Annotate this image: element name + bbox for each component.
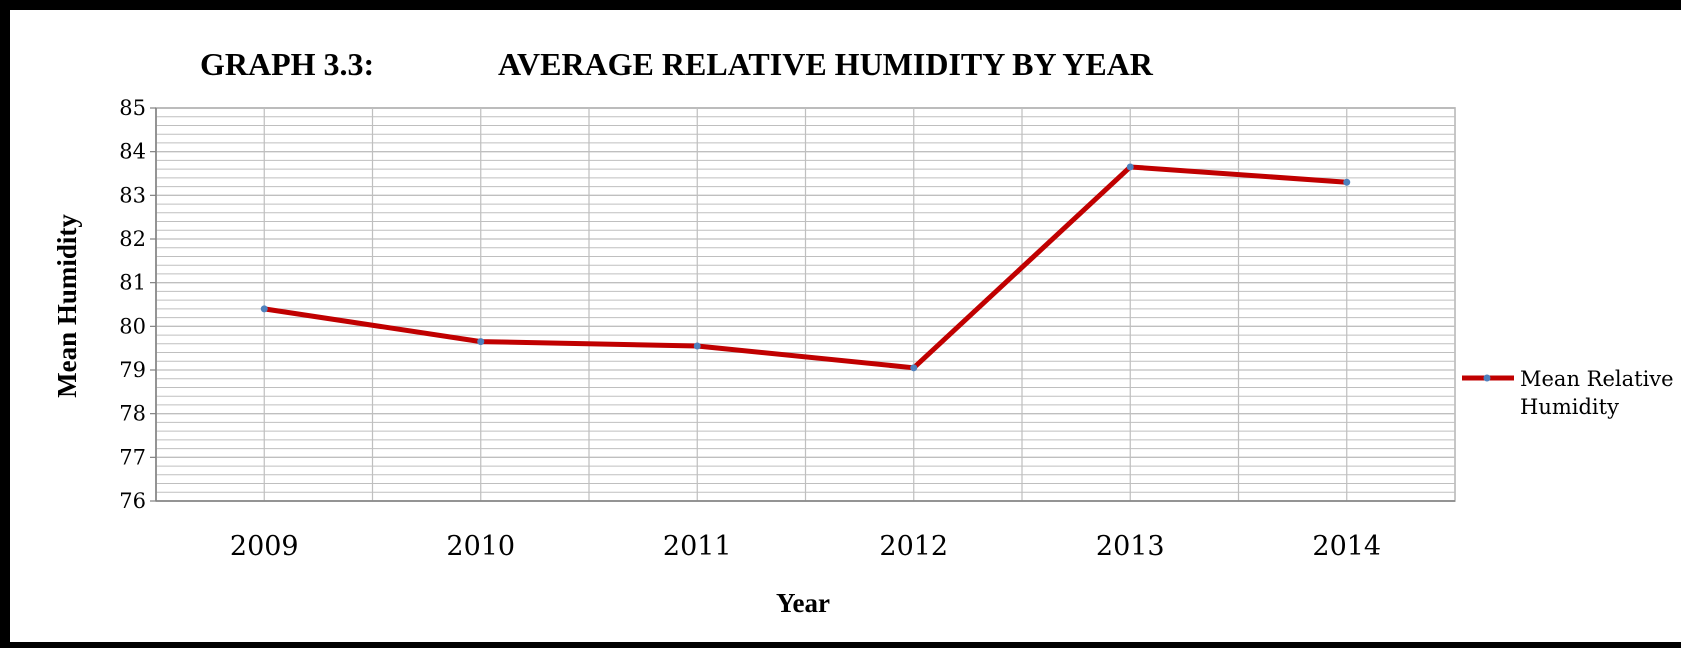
axes: [155, 108, 1455, 502]
legend-label-line-2: Humidity: [1520, 395, 1619, 419]
series-line: [263, 164, 1347, 371]
chart-title: AVERAGE RELATIVE HUMIDITY BY YEAR: [498, 46, 1154, 82]
data-point: [477, 338, 485, 346]
data-point: [693, 342, 701, 350]
chart-title-prefix: GRAPH 3.3:: [200, 46, 374, 82]
grid: [155, 107, 1456, 502]
legend-label-line-1: Mean Relative: [1520, 367, 1674, 391]
data-point: [1343, 178, 1351, 186]
legend-marker-swatch: [1483, 374, 1491, 382]
data-point: [1126, 163, 1134, 171]
x-tick-label: 2012: [879, 531, 948, 562]
y-tick-label: 83: [119, 183, 146, 207]
x-tick-label: 2011: [663, 531, 732, 562]
y-tick-label: 79: [119, 358, 146, 382]
x-axis-ticks: 2009 2010 2011 2012 2013 2014: [230, 531, 1381, 562]
x-tick-label: 2010: [446, 531, 515, 562]
data-point: [910, 364, 918, 372]
x-tick-label: 2009: [230, 531, 299, 562]
y-tick-label: 76: [119, 489, 146, 513]
series-group: [260, 163, 1351, 372]
y-tick-label: 78: [119, 402, 146, 426]
y-tick-label: 85: [119, 96, 146, 120]
x-axis-label: Year: [776, 588, 830, 618]
y-tick-label: 80: [119, 314, 146, 338]
legend-label: Mean Relative Humidity: [1520, 367, 1680, 419]
x-tick-label: 2014: [1312, 531, 1381, 562]
x-tick-label: 2013: [1096, 531, 1165, 562]
y-tick-label: 82: [119, 227, 146, 251]
y-tick-label: 77: [119, 445, 146, 469]
y-tick-label: 84: [119, 140, 146, 164]
legend: Mean Relative Humidity: [1462, 367, 1680, 419]
y-tick-label: 81: [119, 271, 146, 295]
data-point: [260, 305, 268, 313]
y-axis-ticks: 76 77 78 79 80 81 82 83 84 85: [119, 96, 156, 513]
y-axis-label: Mean Humidity: [52, 214, 82, 398]
